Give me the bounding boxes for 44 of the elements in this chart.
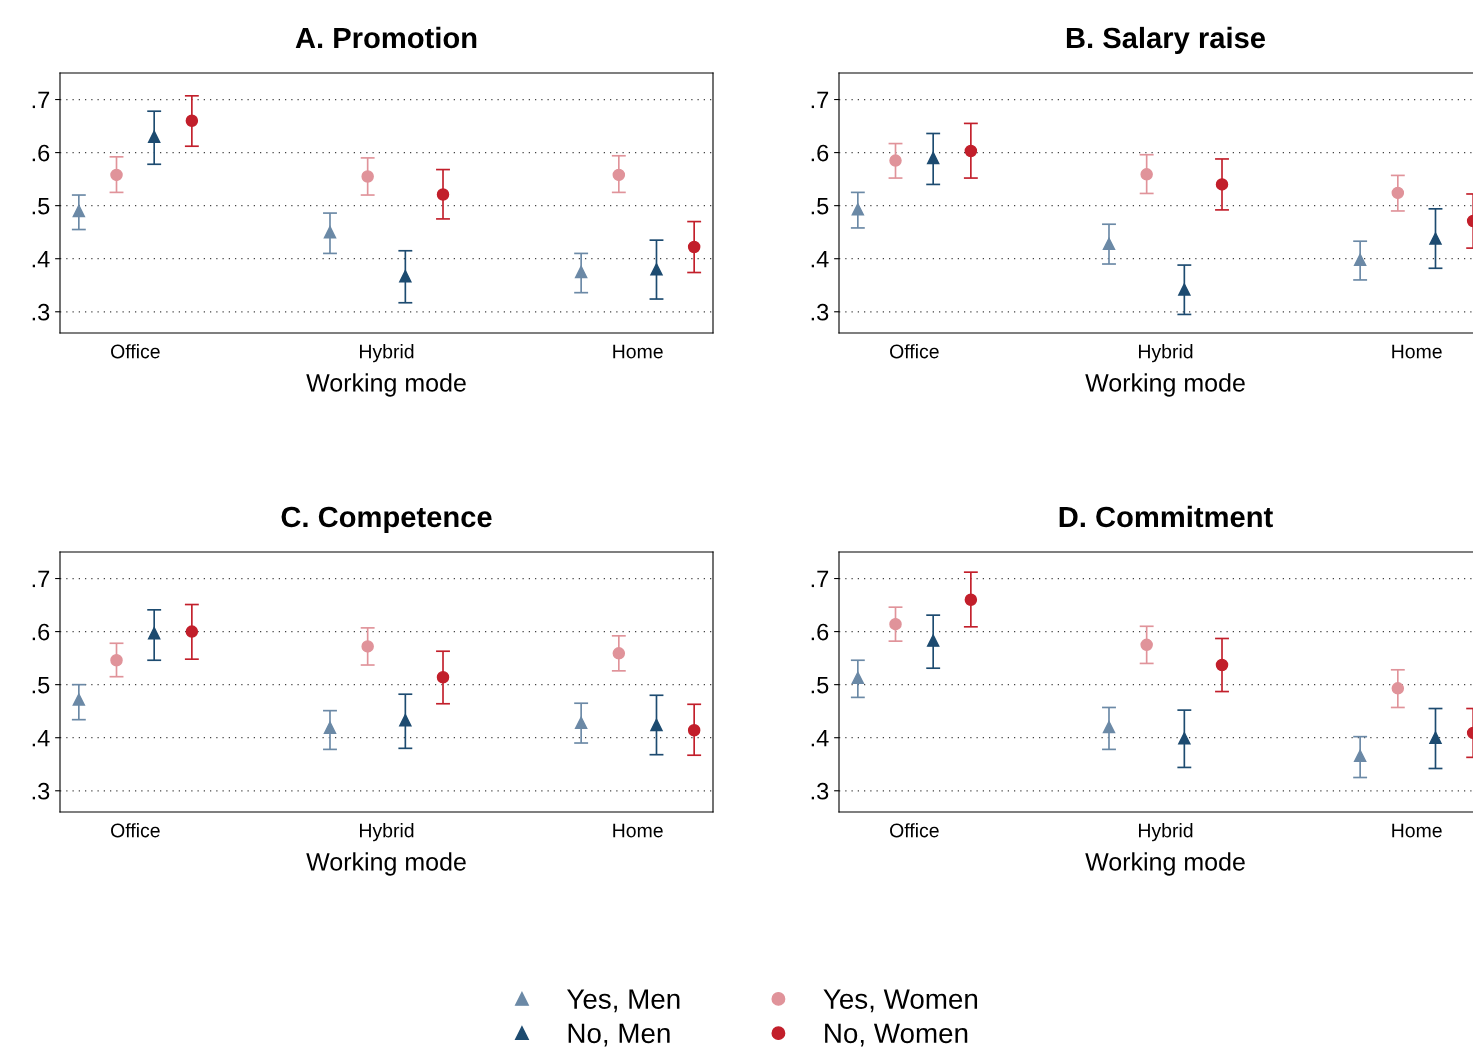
x-tick-label: Office — [111, 823, 160, 838]
y-tick-label: .3 — [32, 782, 50, 800]
y-tick-label: .6 — [811, 144, 829, 162]
y-tick-label: .5 — [811, 197, 829, 215]
x-tick-label: Home — [1392, 344, 1442, 359]
y-tick-label: .7 — [811, 570, 829, 588]
legend-label: Yes, Women — [823, 989, 978, 1013]
y-tick-label: .4 — [811, 251, 829, 268]
x-tick-label: Hybrid — [360, 344, 414, 363]
y-tick-label: .7 — [32, 570, 50, 588]
y-tick-label: .6 — [811, 623, 829, 641]
y-tick-label: .3 — [32, 303, 50, 321]
y-tick-label: .5 — [32, 197, 50, 215]
x-tick-label: Home — [1392, 823, 1442, 838]
y-tick-label: .4 — [811, 730, 829, 747]
y-tick-label: .4 — [32, 730, 50, 747]
y-tick-label: .7 — [811, 91, 829, 109]
x-tick-label: Office — [890, 823, 939, 838]
x-tick-label: Hybrid — [1139, 344, 1193, 363]
y-tick-label: .3 — [811, 782, 829, 800]
y-tick-label: .7 — [32, 91, 50, 109]
chart-title: C. Competence — [281, 506, 492, 534]
x-axis-title: Working mode — [306, 852, 466, 876]
x-axis-title: Working mode — [1085, 373, 1245, 397]
x-tick-label: Office — [890, 344, 939, 359]
y-tick-label: .3 — [811, 303, 829, 321]
x-tick-label: Office — [111, 344, 160, 359]
y-tick-label: .5 — [811, 676, 829, 694]
chart-title: D. Commitment — [1059, 505, 1273, 528]
x-tick-label: Home — [613, 344, 663, 359]
x-tick-label: Hybrid — [1139, 823, 1193, 842]
y-tick-label: .5 — [32, 676, 50, 694]
chart-title: A. Promotion — [295, 26, 477, 49]
x-tick-label: Hybrid — [360, 823, 414, 842]
x-axis-title: Working mode — [306, 373, 466, 397]
y-tick-label: .4 — [32, 251, 50, 268]
chart-title: B. Salary raise — [1066, 26, 1266, 55]
y-tick-label: .6 — [32, 144, 50, 162]
x-axis-title: Working mode — [1085, 852, 1245, 876]
legend-label: No, Women — [825, 1023, 968, 1047]
legend-label: No, Men — [568, 1023, 670, 1047]
x-tick-label: Home — [613, 823, 663, 838]
legend-label: Yes, Men — [567, 989, 680, 1013]
y-tick-label: .6 — [32, 623, 50, 641]
